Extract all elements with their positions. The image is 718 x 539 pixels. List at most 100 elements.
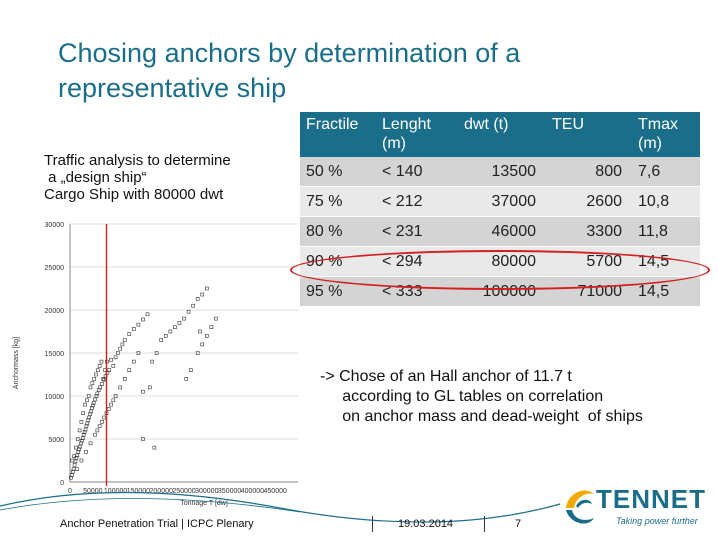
scatter-point bbox=[98, 385, 102, 390]
scatter-point bbox=[184, 377, 189, 381]
scatter-point bbox=[195, 351, 200, 355]
scatter-point bbox=[159, 338, 163, 342]
x-tick-label: 300000 bbox=[195, 488, 218, 495]
scatter-point bbox=[198, 329, 202, 334]
scatter-point bbox=[132, 327, 136, 331]
traffic-line: Traffic analysis to determine bbox=[44, 152, 231, 169]
scatter-point bbox=[189, 368, 193, 372]
cell-teu: 2600 bbox=[546, 186, 632, 217]
cell-teu: 3300 bbox=[546, 216, 632, 247]
scatter-point bbox=[72, 463, 77, 467]
cell-dwt: 37000 bbox=[458, 186, 546, 217]
scatter-point bbox=[76, 450, 81, 454]
scatter-point bbox=[70, 458, 75, 463]
y-tick-label: 10000 bbox=[45, 394, 65, 401]
header-length: Lenght (m) bbox=[376, 112, 458, 157]
scatter-point bbox=[74, 445, 78, 450]
scatter-point bbox=[90, 381, 95, 385]
scatter-point bbox=[82, 430, 87, 434]
scatter-point bbox=[83, 427, 88, 432]
scatter-point bbox=[81, 411, 86, 415]
scatter-point bbox=[95, 428, 100, 433]
table-row: 80 % < 231 46000 3300 11,8 bbox=[300, 216, 700, 247]
cell-length: < 140 bbox=[376, 157, 458, 187]
scatter-point bbox=[101, 377, 106, 382]
scatter-point bbox=[127, 368, 132, 372]
header-tmax: Tmax (m) bbox=[632, 112, 700, 157]
cell-teu: 800 bbox=[546, 157, 632, 187]
cell-length: < 212 bbox=[376, 186, 458, 217]
scatter-point bbox=[111, 364, 116, 368]
scatter-point bbox=[97, 364, 102, 368]
scatter-point bbox=[173, 325, 177, 329]
scatter-point bbox=[89, 409, 93, 414]
scatter-point bbox=[152, 445, 157, 450]
logo-wordmark: TENNET bbox=[596, 484, 706, 514]
header-dwt: dwt (t) bbox=[458, 112, 546, 157]
x-tick-label: 450000 bbox=[264, 488, 287, 495]
y-axis-label: Anchormass [kg] bbox=[13, 337, 20, 389]
table-header-row: Fractile Lenght (m) dwt (t) TEU Tmax (m) bbox=[300, 112, 700, 157]
scatter-point bbox=[101, 377, 106, 381]
table-row: 75 % < 212 37000 2600 10,8 bbox=[300, 186, 700, 217]
scatter-point bbox=[186, 309, 191, 314]
scatter-point bbox=[78, 444, 82, 449]
scatter-point bbox=[88, 412, 92, 416]
scatter-point bbox=[122, 377, 127, 381]
scatter-point bbox=[205, 334, 209, 338]
y-tick-label: 30000 bbox=[45, 222, 65, 229]
scatter-point bbox=[87, 415, 91, 420]
scatter-point bbox=[86, 418, 91, 422]
scatter-point bbox=[191, 303, 195, 308]
scatter-point bbox=[79, 441, 83, 446]
scatter-point bbox=[113, 355, 118, 360]
cell-length: < 231 bbox=[376, 216, 458, 247]
x-tick-label: 250000 bbox=[172, 488, 195, 495]
cell-tmax: 7,6 bbox=[632, 157, 700, 187]
footer-page-number: 7 bbox=[515, 518, 522, 530]
scatter-point bbox=[91, 401, 96, 405]
table-row: 50 % < 140 13500 800 7,6 bbox=[300, 157, 700, 187]
footer-separator bbox=[372, 516, 373, 532]
scatter-point bbox=[75, 437, 80, 441]
scatter-point bbox=[73, 459, 78, 464]
highlight-ellipse bbox=[290, 250, 710, 290]
scatter-point bbox=[93, 397, 97, 402]
scatter-point bbox=[79, 458, 84, 463]
cell-tmax: 11,8 bbox=[632, 216, 700, 247]
scatter-point bbox=[106, 407, 111, 411]
conclusion-note: -> Chose of an Hall anchor of 11.7 t acc… bbox=[320, 367, 643, 427]
scatter-point bbox=[109, 402, 113, 407]
scatter-point bbox=[136, 322, 141, 327]
scatter-point bbox=[84, 424, 89, 428]
x-axis-label: Tonnage T [dw] bbox=[180, 500, 228, 507]
scatter-point bbox=[88, 385, 93, 390]
cell-tmax: 10,8 bbox=[632, 186, 700, 217]
scatter-point bbox=[77, 428, 82, 433]
scatter-point bbox=[72, 454, 76, 458]
scatter-point bbox=[83, 402, 87, 407]
footer-title: Anchor Penetration Trial | ICPC Plenary bbox=[60, 518, 254, 530]
scatter-point bbox=[141, 317, 145, 322]
scatter-point bbox=[79, 420, 84, 424]
scatter-point bbox=[141, 389, 145, 394]
footer-date: 19.03.2014 bbox=[398, 518, 454, 530]
scatter-point bbox=[86, 394, 91, 398]
x-tick-label: 150000 bbox=[127, 488, 150, 495]
traffic-analysis-text: Traffic analysis to determine a „design … bbox=[44, 152, 231, 203]
scatter-point bbox=[141, 437, 145, 441]
y-tick-label: 15000 bbox=[45, 351, 65, 358]
scatter-point bbox=[136, 351, 141, 355]
y-tick-label: 20000 bbox=[45, 308, 65, 315]
scatter-point bbox=[116, 351, 120, 355]
scatter-point bbox=[214, 316, 218, 321]
footer-swoosh bbox=[0, 491, 561, 523]
logo-tagline: Taking power further bbox=[616, 516, 698, 526]
scatter-point bbox=[145, 312, 150, 317]
scatter-point bbox=[94, 394, 99, 398]
scatter-point bbox=[127, 332, 132, 336]
header-teu: TEU bbox=[546, 112, 632, 157]
scatter-point bbox=[113, 394, 118, 398]
slide-title: Chosing anchors by determination of a re… bbox=[58, 38, 521, 103]
y-tick-label: 0 bbox=[60, 480, 64, 487]
